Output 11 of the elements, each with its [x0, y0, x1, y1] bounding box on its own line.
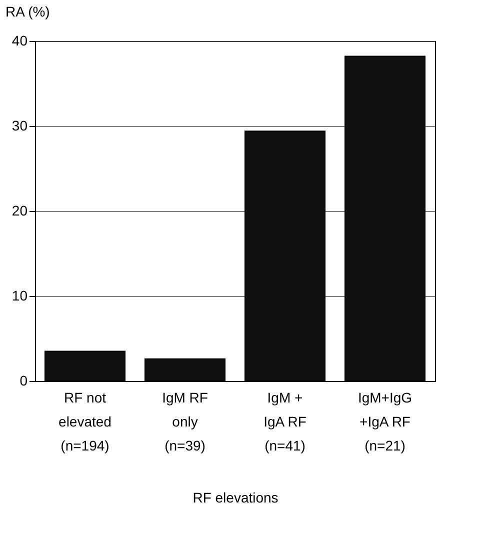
x-tick-label: IgM RF only (n=39) [162, 390, 208, 454]
x-tick-label: IgM + IgA RF (n=41) [264, 390, 306, 454]
x-axis-title: RF elevations [192, 490, 278, 506]
y-axis-title: RA (%) [6, 4, 50, 20]
y-tick-label: 40 [12, 32, 28, 48]
x-tick-label: RF not elevated (n=194) [58, 390, 112, 454]
y-tick-label: 30 [12, 118, 28, 134]
y-tick-label: 0 [20, 372, 28, 388]
y-tick-label: 10 [12, 288, 28, 304]
y-tick-label: 20 [12, 202, 28, 218]
x-tick-label: IgM+IgG +IgA RF (n=21) [358, 390, 412, 454]
